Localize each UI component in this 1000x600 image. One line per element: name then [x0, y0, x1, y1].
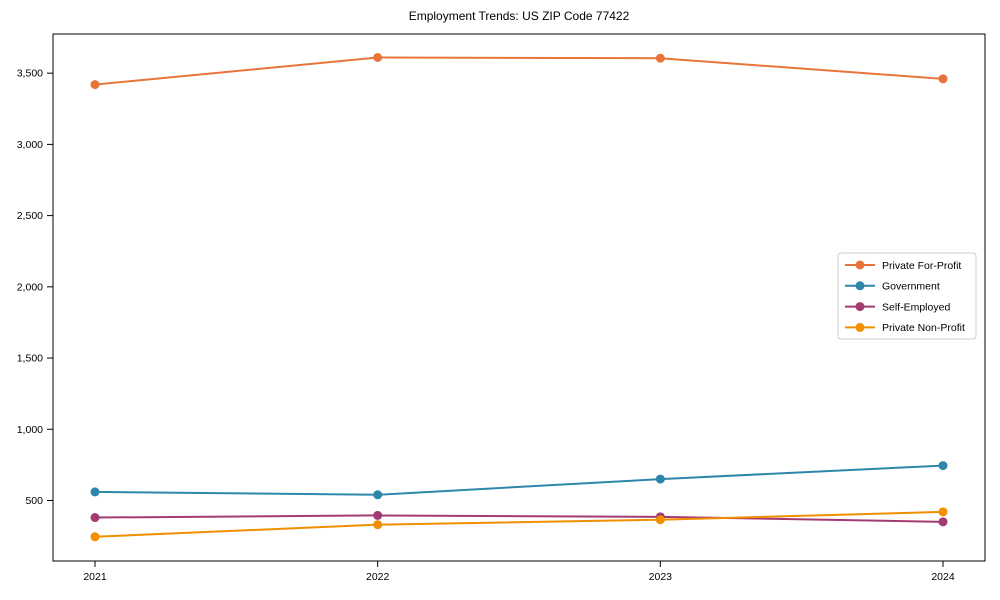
data-point-government-2022	[373, 490, 383, 500]
data-point-private-for-profit-2021	[90, 80, 100, 90]
data-point-private-non-profit-2022	[373, 520, 383, 530]
data-point-self-employed-2022	[373, 510, 383, 520]
legend-label-private-non-profit: Private Non-Profit	[882, 322, 965, 334]
plot-area-border	[52, 33, 986, 562]
data-point-private-non-profit-2021	[90, 532, 100, 542]
series-line-private-for-profit	[94, 56, 944, 86]
data-point-private-for-profit-2023	[655, 53, 665, 63]
legend-label-private-for-profit: Private For-Profit	[882, 260, 961, 272]
series-line-private-non-profit	[94, 510, 944, 538]
y-axis-tick-label: 2,500	[17, 210, 43, 222]
legend-marker	[855, 281, 865, 291]
legend-marker	[855, 322, 865, 332]
legend-box	[837, 252, 977, 340]
data-point-self-employed-2021	[90, 513, 100, 523]
x-axis-tick-label: 2021	[83, 571, 107, 583]
y-axis-tick-label: 500	[25, 495, 43, 507]
y-axis-tick-label: 3,000	[17, 139, 43, 151]
x-axis-tick-label: 2023	[649, 571, 673, 583]
legend-marker	[855, 302, 865, 312]
data-point-government-2021	[90, 487, 100, 497]
y-axis-tick-label: 1,500	[17, 353, 43, 365]
data-point-government-2024	[938, 461, 948, 471]
series-line-government	[94, 464, 944, 496]
chart-title: Employment Trends: US ZIP Code 77422	[408, 9, 630, 23]
data-point-private-non-profit-2024	[938, 507, 948, 517]
data-point-private-non-profit-2023	[655, 515, 665, 525]
y-axis-tick-label: 2,000	[17, 281, 43, 293]
legend-label-self-employed: Self-Employed	[882, 301, 950, 313]
x-axis-tick-label: 2022	[366, 571, 390, 583]
y-axis-tick-label: 3,500	[17, 68, 43, 80]
legend-marker	[855, 260, 865, 270]
data-point-private-for-profit-2024	[938, 74, 948, 84]
legend-label-government: Government	[882, 281, 940, 293]
series-line-self-employed	[94, 514, 944, 523]
data-point-self-employed-2024	[938, 517, 948, 527]
y-axis-tick-label: 1,000	[17, 424, 43, 436]
x-axis-tick-label: 2024	[931, 571, 955, 583]
data-point-government-2023	[655, 474, 665, 484]
data-point-private-for-profit-2022	[373, 53, 383, 63]
